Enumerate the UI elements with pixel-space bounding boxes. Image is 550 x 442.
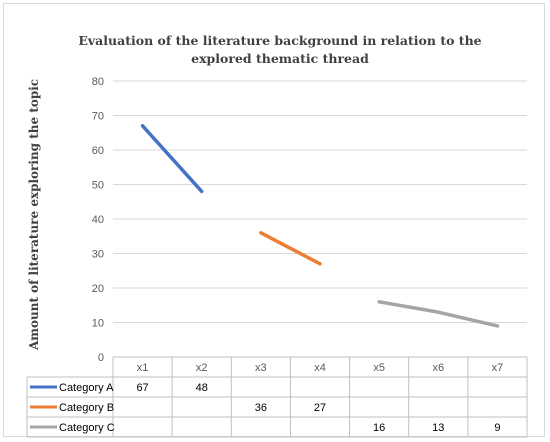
x-tick-label: x2 <box>196 362 208 374</box>
x-tick-label: x5 <box>373 362 385 374</box>
y-tick-label: 50 <box>92 180 104 192</box>
data-label: 48 <box>196 382 208 394</box>
data-label: 27 <box>314 402 326 414</box>
legend-label: Category B <box>59 402 114 414</box>
series-line <box>140 124 204 194</box>
x-tick-label: x6 <box>432 362 444 374</box>
chart-frame <box>3 3 545 437</box>
data-label: 13 <box>432 422 444 434</box>
y-tick-label: 60 <box>92 145 104 157</box>
x-tick-label: x1 <box>137 362 149 374</box>
series-line <box>377 300 500 328</box>
data-label: 67 <box>136 382 148 394</box>
data-label: 36 <box>255 402 267 414</box>
y-tick-label: 30 <box>92 249 104 261</box>
legend-label: Category C <box>59 422 115 434</box>
x-tick-label: x7 <box>492 362 504 374</box>
y-tick-label: 70 <box>92 111 104 123</box>
series-line <box>259 231 322 266</box>
y-tick-label: 80 <box>92 76 104 88</box>
y-tick-label: 40 <box>92 214 104 226</box>
y-tick-label: 0 <box>98 352 104 364</box>
y-tick-label: 10 <box>92 318 104 330</box>
legend-label: Category A <box>59 382 114 394</box>
y-tick-label: 20 <box>92 283 104 295</box>
chart-title: Evaluation of the literature background … <box>78 33 482 66</box>
x-tick-label: x3 <box>255 362 267 374</box>
x-tick-label: x4 <box>314 362 326 374</box>
data-label: 9 <box>494 422 500 434</box>
data-label: 16 <box>373 422 385 434</box>
